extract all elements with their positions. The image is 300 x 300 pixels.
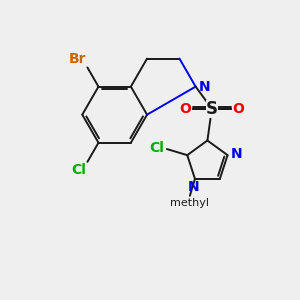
Text: N: N <box>230 147 242 161</box>
Text: N: N <box>188 180 199 194</box>
Text: N: N <box>199 80 211 94</box>
Text: Cl: Cl <box>71 163 86 177</box>
Text: Br: Br <box>68 52 86 66</box>
Text: Cl: Cl <box>150 142 165 155</box>
Text: S: S <box>206 100 218 118</box>
Text: O: O <box>232 102 244 116</box>
Text: methyl: methyl <box>170 198 209 208</box>
Text: O: O <box>179 102 191 116</box>
